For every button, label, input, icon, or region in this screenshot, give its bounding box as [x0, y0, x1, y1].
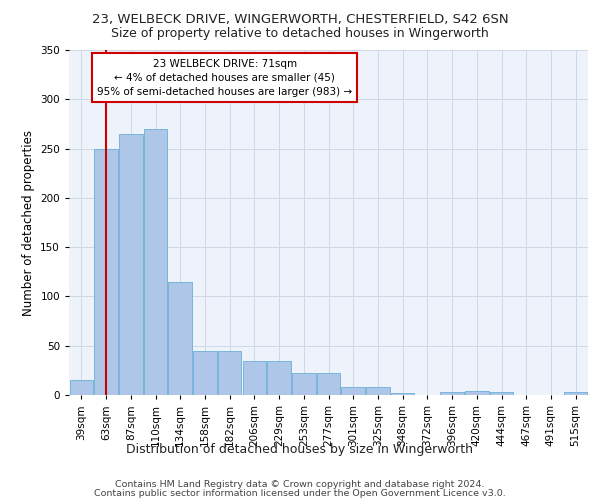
Bar [144, 129, 167, 395]
Bar [341, 387, 365, 395]
Bar [440, 392, 464, 395]
Bar [268, 360, 291, 395]
Bar [193, 350, 217, 395]
Text: 23 WELBECK DRIVE: 71sqm
← 4% of detached houses are smaller (45)
95% of semi-det: 23 WELBECK DRIVE: 71sqm ← 4% of detached… [97, 58, 352, 96]
Bar [366, 387, 389, 395]
Text: Contains HM Land Registry data © Crown copyright and database right 2024.: Contains HM Land Registry data © Crown c… [115, 480, 485, 489]
Bar [242, 360, 266, 395]
Bar [391, 393, 415, 395]
Text: Distribution of detached houses by size in Wingerworth: Distribution of detached houses by size … [127, 442, 473, 456]
Bar [218, 350, 241, 395]
Text: Contains public sector information licensed under the Open Government Licence v3: Contains public sector information licen… [94, 488, 506, 498]
Bar [564, 392, 587, 395]
Bar [119, 134, 143, 395]
Bar [490, 392, 513, 395]
Bar [70, 380, 93, 395]
Bar [465, 391, 488, 395]
Text: Size of property relative to detached houses in Wingerworth: Size of property relative to detached ho… [111, 28, 489, 40]
Text: 23, WELBECK DRIVE, WINGERWORTH, CHESTERFIELD, S42 6SN: 23, WELBECK DRIVE, WINGERWORTH, CHESTERF… [92, 12, 508, 26]
Bar [317, 374, 340, 395]
Bar [94, 148, 118, 395]
Bar [292, 374, 316, 395]
Y-axis label: Number of detached properties: Number of detached properties [22, 130, 35, 316]
Bar [169, 282, 192, 395]
